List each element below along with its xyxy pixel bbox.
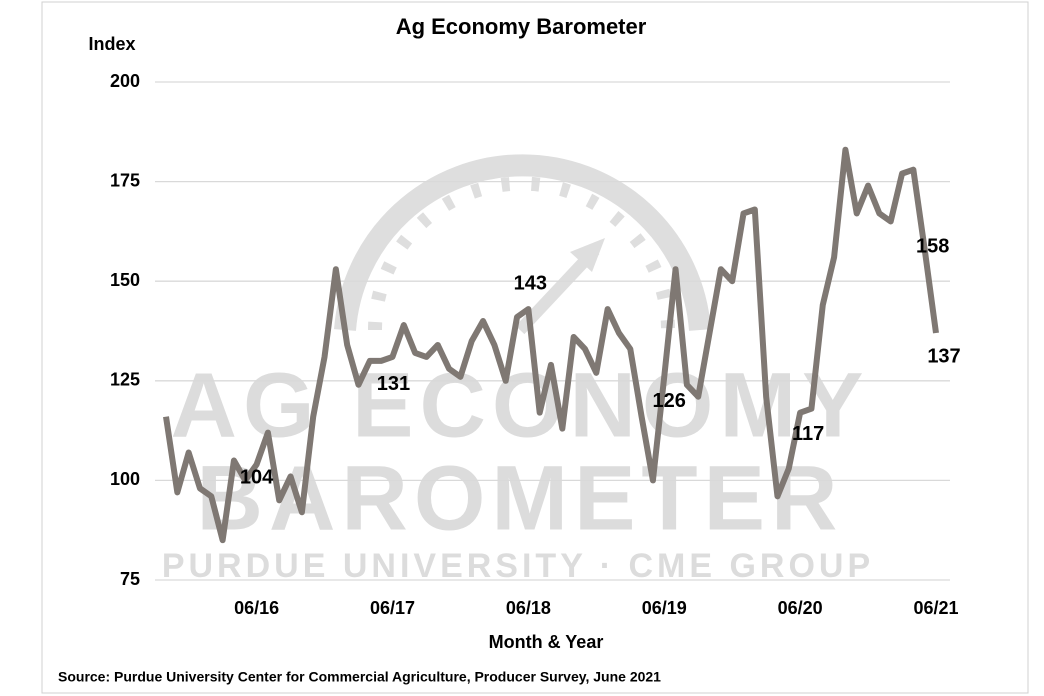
source-note: Source: Purdue University Center for Com… [58,669,661,685]
watermark-line: PURDUE UNIVERSITY · CME GROUP [162,547,874,585]
y-tick-label: 100 [110,469,140,489]
y-tick-label: 75 [120,569,140,589]
data-label: 158 [916,236,949,258]
x-tick-label: 06/21 [913,598,958,618]
chart-title: Ag Economy Barometer [396,14,647,39]
data-label: 131 [377,373,410,395]
watermark-line: AG ECONOMY [171,354,870,456]
x-tick-label: 06/20 [778,598,823,618]
gauge-arc [334,154,711,331]
x-tick-label: 06/16 [234,598,279,618]
data-label: 126 [653,390,686,412]
data-label: 117 [792,423,824,445]
data-label: 143 [514,272,547,294]
watermark-line: BAROMETER [197,447,844,549]
watermark: AG ECONOMY BAROMETER PURDUE UNIVERSITY ·… [162,154,874,585]
x-axis-label: Month & Year [489,632,604,652]
x-tick-label: 06/18 [506,598,551,618]
y-axis-label: Index [88,34,135,54]
data-label: 104 [240,467,274,489]
y-tick-label: 200 [110,71,140,91]
y-tick-label: 125 [110,370,140,390]
x-tick-label: 06/19 [642,598,687,618]
data-label: 137 [927,345,960,367]
x-tick-label: 06/17 [370,598,415,618]
data-line [163,146,939,544]
gauge-arrow [570,238,605,272]
y-tick-label: 150 [110,270,140,290]
y-tick-label: 175 [110,170,140,190]
